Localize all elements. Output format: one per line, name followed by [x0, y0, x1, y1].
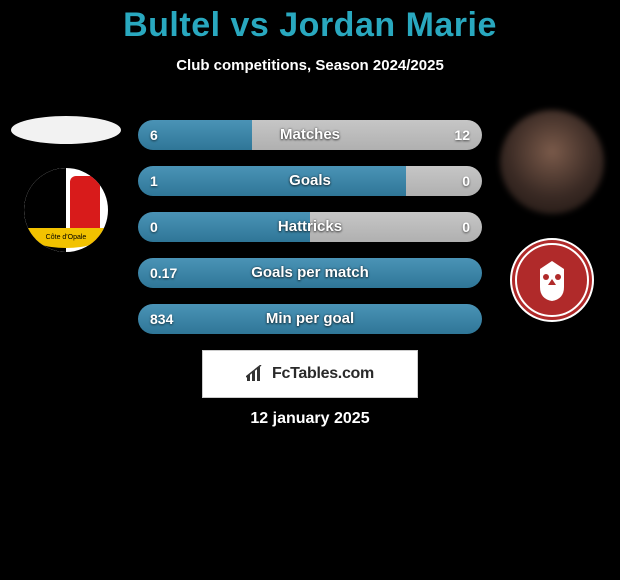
stat-value-right: 0: [462, 212, 470, 242]
page-subtitle: Club competitions, Season 2024/2025: [0, 57, 620, 74]
date-line: 12 january 2025: [0, 410, 620, 428]
page-title: Bultel vs Jordan Marie: [0, 0, 620, 45]
content-row: Côte d'Opale Matches612Goals10Hattricks0…: [0, 110, 620, 350]
stat-bar-right-fill: [310, 212, 482, 242]
stat-value-left: 1: [150, 166, 158, 196]
stat-row: Min per goal834: [138, 304, 482, 334]
stat-row: Goals10: [138, 166, 482, 196]
bar-chart-icon: [246, 365, 266, 383]
stat-row: Goals per match0.17: [138, 258, 482, 288]
comparison-card: Bultel vs Jordan Marie Club competitions…: [0, 0, 620, 580]
stat-bar-left-fill: [138, 304, 482, 334]
player-photo-right: [500, 110, 604, 214]
stat-bars: Matches612Goals10Hattricks00Goals per ma…: [138, 120, 482, 350]
stat-value-left: 0.17: [150, 258, 177, 288]
owl-icon: [532, 257, 572, 303]
brand-text: FcTables.com: [272, 365, 374, 383]
stat-bar-left-fill: [138, 212, 310, 242]
club-badge-left-banner: Côte d'Opale: [28, 228, 104, 248]
left-column: Côte d'Opale: [6, 110, 126, 252]
stat-value-left: 834: [150, 304, 173, 334]
stat-bar-left-fill: [138, 258, 482, 288]
stat-row: Matches612: [138, 120, 482, 150]
brand-box[interactable]: FcTables.com: [202, 350, 418, 398]
stat-value-right: 12: [454, 120, 470, 150]
club-badge-right: [510, 238, 594, 322]
stat-bar-left-fill: [138, 166, 406, 196]
stat-bar-right-fill: [406, 166, 482, 196]
stat-bar-right-fill: [252, 120, 482, 150]
club-badge-left: Côte d'Opale: [24, 168, 108, 252]
stat-row: Hattricks00: [138, 212, 482, 242]
right-column: [492, 110, 612, 322]
stat-value-left: 0: [150, 212, 158, 242]
stat-value-left: 6: [150, 120, 158, 150]
player-photo-left: [11, 116, 121, 144]
stat-value-right: 0: [462, 166, 470, 196]
